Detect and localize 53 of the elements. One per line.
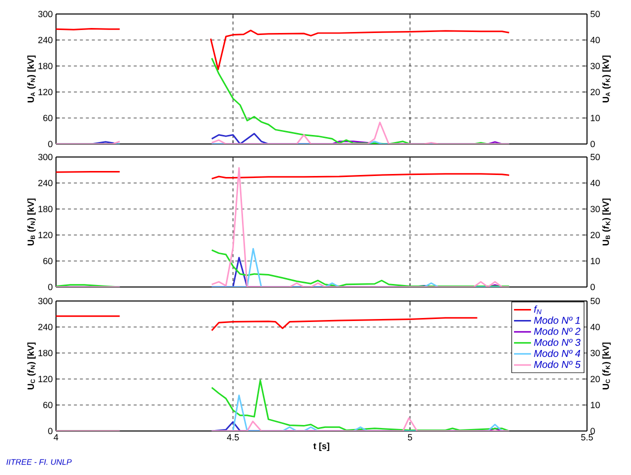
x-axis-title: t [s]: [313, 442, 330, 451]
y2-tick-label: 20: [590, 232, 600, 238]
y2-tick-label: 50: [590, 298, 600, 304]
y2-tick-label: 40: [590, 180, 600, 186]
y-tick-label: 120: [38, 376, 52, 382]
y2-tick-label: 40: [590, 36, 600, 44]
y-tick-label: 180: [38, 62, 52, 70]
legend-label: Modo Nº 4: [534, 350, 580, 357]
y-tick-label: 180: [38, 350, 52, 356]
x-tick-label: 5.5: [581, 434, 593, 440]
x-tick-label: 4.5: [226, 434, 239, 440]
y-tick-label: 300: [38, 10, 52, 18]
y-tick-label: 120: [38, 232, 52, 238]
y-tick-label: 60: [43, 402, 52, 408]
y-tick-label: 60: [43, 258, 52, 264]
y-tick-label: 0: [48, 284, 52, 290]
y2-axis-title: U$_{A}$ (f$_{K}$) [kV]: [602, 56, 611, 102]
y-tick-label: 300: [38, 298, 52, 304]
legend-label: Modo Nº 3: [534, 338, 580, 346]
y-axis-title: U$_{A}$ (f$_{N}$) [kV]: [27, 56, 36, 102]
y-tick-label: 0: [48, 140, 52, 148]
legend-label: Modo Nº 2: [534, 328, 580, 335]
y2-tick-label: 10: [590, 402, 600, 408]
y2-tick-label: 0: [590, 284, 595, 290]
y2-tick-label: 20: [590, 88, 600, 96]
legend-label: Modo Nº 5: [534, 360, 581, 368]
y-tick-label: 180: [38, 206, 52, 212]
y2-tick-label: 50: [590, 154, 600, 160]
y2-tick-label: 30: [590, 206, 600, 212]
y-tick-label: 60: [43, 114, 52, 122]
y-tick-label: 300: [38, 154, 52, 160]
y-tick-label: 0: [48, 428, 52, 434]
y2-tick-label: 40: [590, 324, 600, 330]
y-tick-label: 240: [38, 324, 52, 330]
y2-tick-label: 10: [590, 258, 600, 264]
legend-label: Modo Nº 1: [534, 316, 580, 324]
y2-tick-label: 0: [590, 428, 595, 434]
y-axis-title: U$_{C}$ (f$_{N}$) [kV]: [27, 342, 36, 390]
y-axis-title: U$_{B}$ (f$_{N}$) [kV]: [27, 198, 36, 246]
y2-tick-label: 30: [590, 62, 600, 70]
legend-label: f$_{N}$: [534, 305, 542, 314]
y-tick-label: 240: [38, 36, 52, 44]
y-tick-label: 240: [38, 180, 52, 186]
y2-tick-label: 10: [590, 114, 600, 122]
y2-axis-title: U$_{C}$ (f$_{K}$) [kV]: [602, 342, 611, 390]
x-tick-label: 5: [408, 434, 412, 440]
y-tick-label: 120: [38, 88, 52, 96]
y2-tick-label: 30: [590, 350, 600, 356]
x-tick-label: 4: [54, 434, 58, 440]
y2-tick-label: 0: [590, 140, 595, 148]
y2-tick-label: 20: [590, 376, 600, 382]
y2-tick-label: 50: [590, 10, 600, 18]
y2-axis-title: U$_{B}$ (f$_{K}$) [kV]: [602, 198, 611, 246]
